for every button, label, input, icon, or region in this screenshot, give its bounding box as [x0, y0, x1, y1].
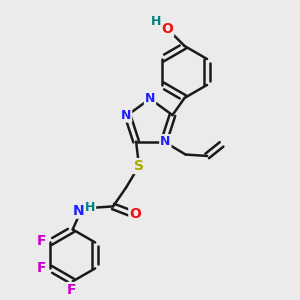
- Text: H: H: [85, 201, 95, 214]
- Text: F: F: [67, 283, 76, 297]
- Text: N: N: [160, 135, 170, 148]
- Text: H: H: [151, 15, 161, 28]
- Text: S: S: [134, 159, 144, 173]
- Text: O: O: [161, 22, 173, 36]
- Text: N: N: [121, 109, 131, 122]
- Text: N: N: [145, 92, 155, 105]
- Text: N: N: [73, 204, 84, 218]
- Text: F: F: [37, 234, 46, 248]
- Text: F: F: [37, 261, 46, 275]
- Text: O: O: [129, 207, 141, 220]
